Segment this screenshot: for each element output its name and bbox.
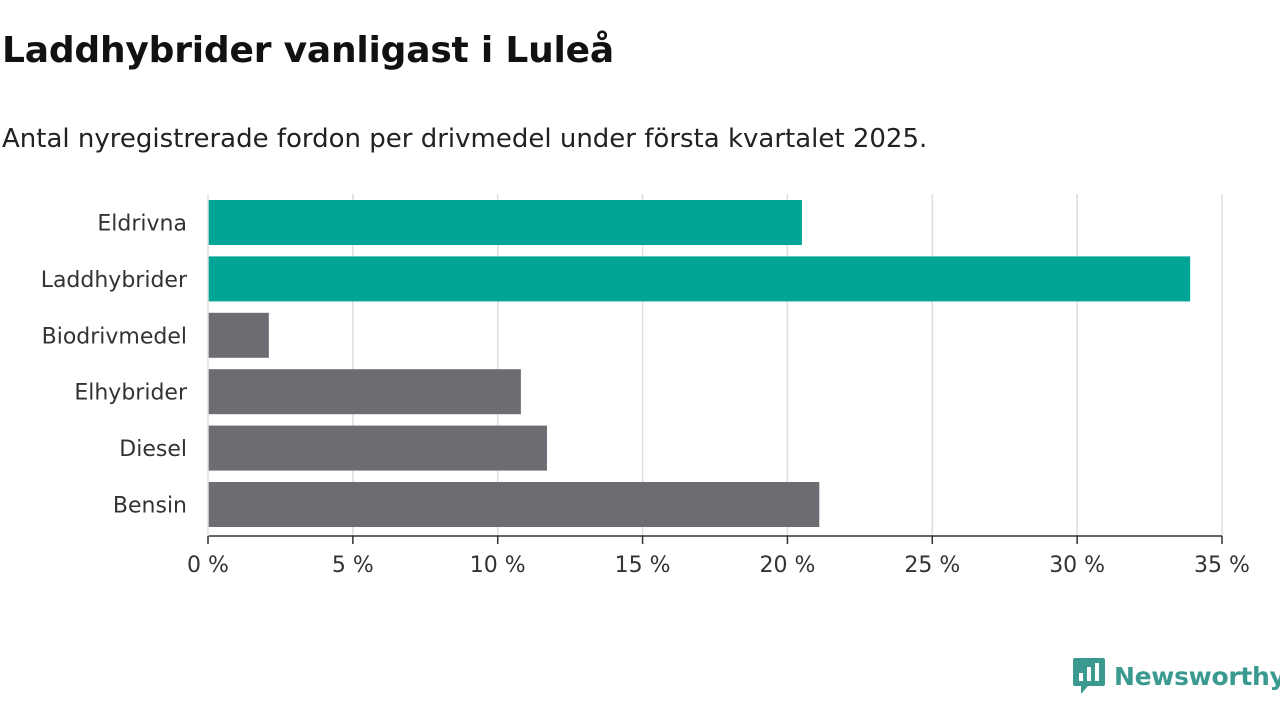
category-label: Bensin [113,494,187,519]
category-label: Elhybrider [74,381,188,406]
x-tick-label: 20 % [759,553,815,578]
bar-elhybrider [208,369,521,415]
bar-bensin [208,482,820,527]
newsworthy-chart-bubble-icon [1073,658,1105,694]
x-tick-label: 5 % [332,553,374,578]
chart-title: Laddhybrider vanligast i Luleå [2,30,614,71]
x-tick-label: 15 % [615,553,671,578]
x-tick-label: 35 % [1194,553,1250,578]
chart-subtitle: Antal nyregistrerade fordon per drivmede… [2,124,928,154]
category-label: Diesel [119,437,187,462]
logo-text: Newsworthy [1114,661,1280,691]
category-labels: Eldrivna Laddhybrider Biodrivmedel Elhybrid… [41,212,188,519]
category-label: Eldrivna [97,212,187,237]
x-tick-label: 30 % [1049,553,1105,578]
x-tick-label: 25 % [904,553,960,578]
newsworthy-logo: Newsworthy [1072,656,1280,696]
bar-biodrivmedel [208,312,269,358]
x-tick-label: 0 % [187,553,229,578]
bar-eldrivna [208,200,802,245]
gridlines [352,194,1223,536]
bars [208,200,1191,527]
category-label: Laddhybrider [41,268,188,293]
bar-diesel [208,425,547,471]
x-tick-label: 10 % [470,553,526,578]
bar-laddhybrider [208,256,1191,302]
category-label: Biodrivmedel [42,324,187,349]
x-axis: 0 % 5 % 10 % 15 % 20 % 25 % 30 % 35 % [187,194,1250,578]
